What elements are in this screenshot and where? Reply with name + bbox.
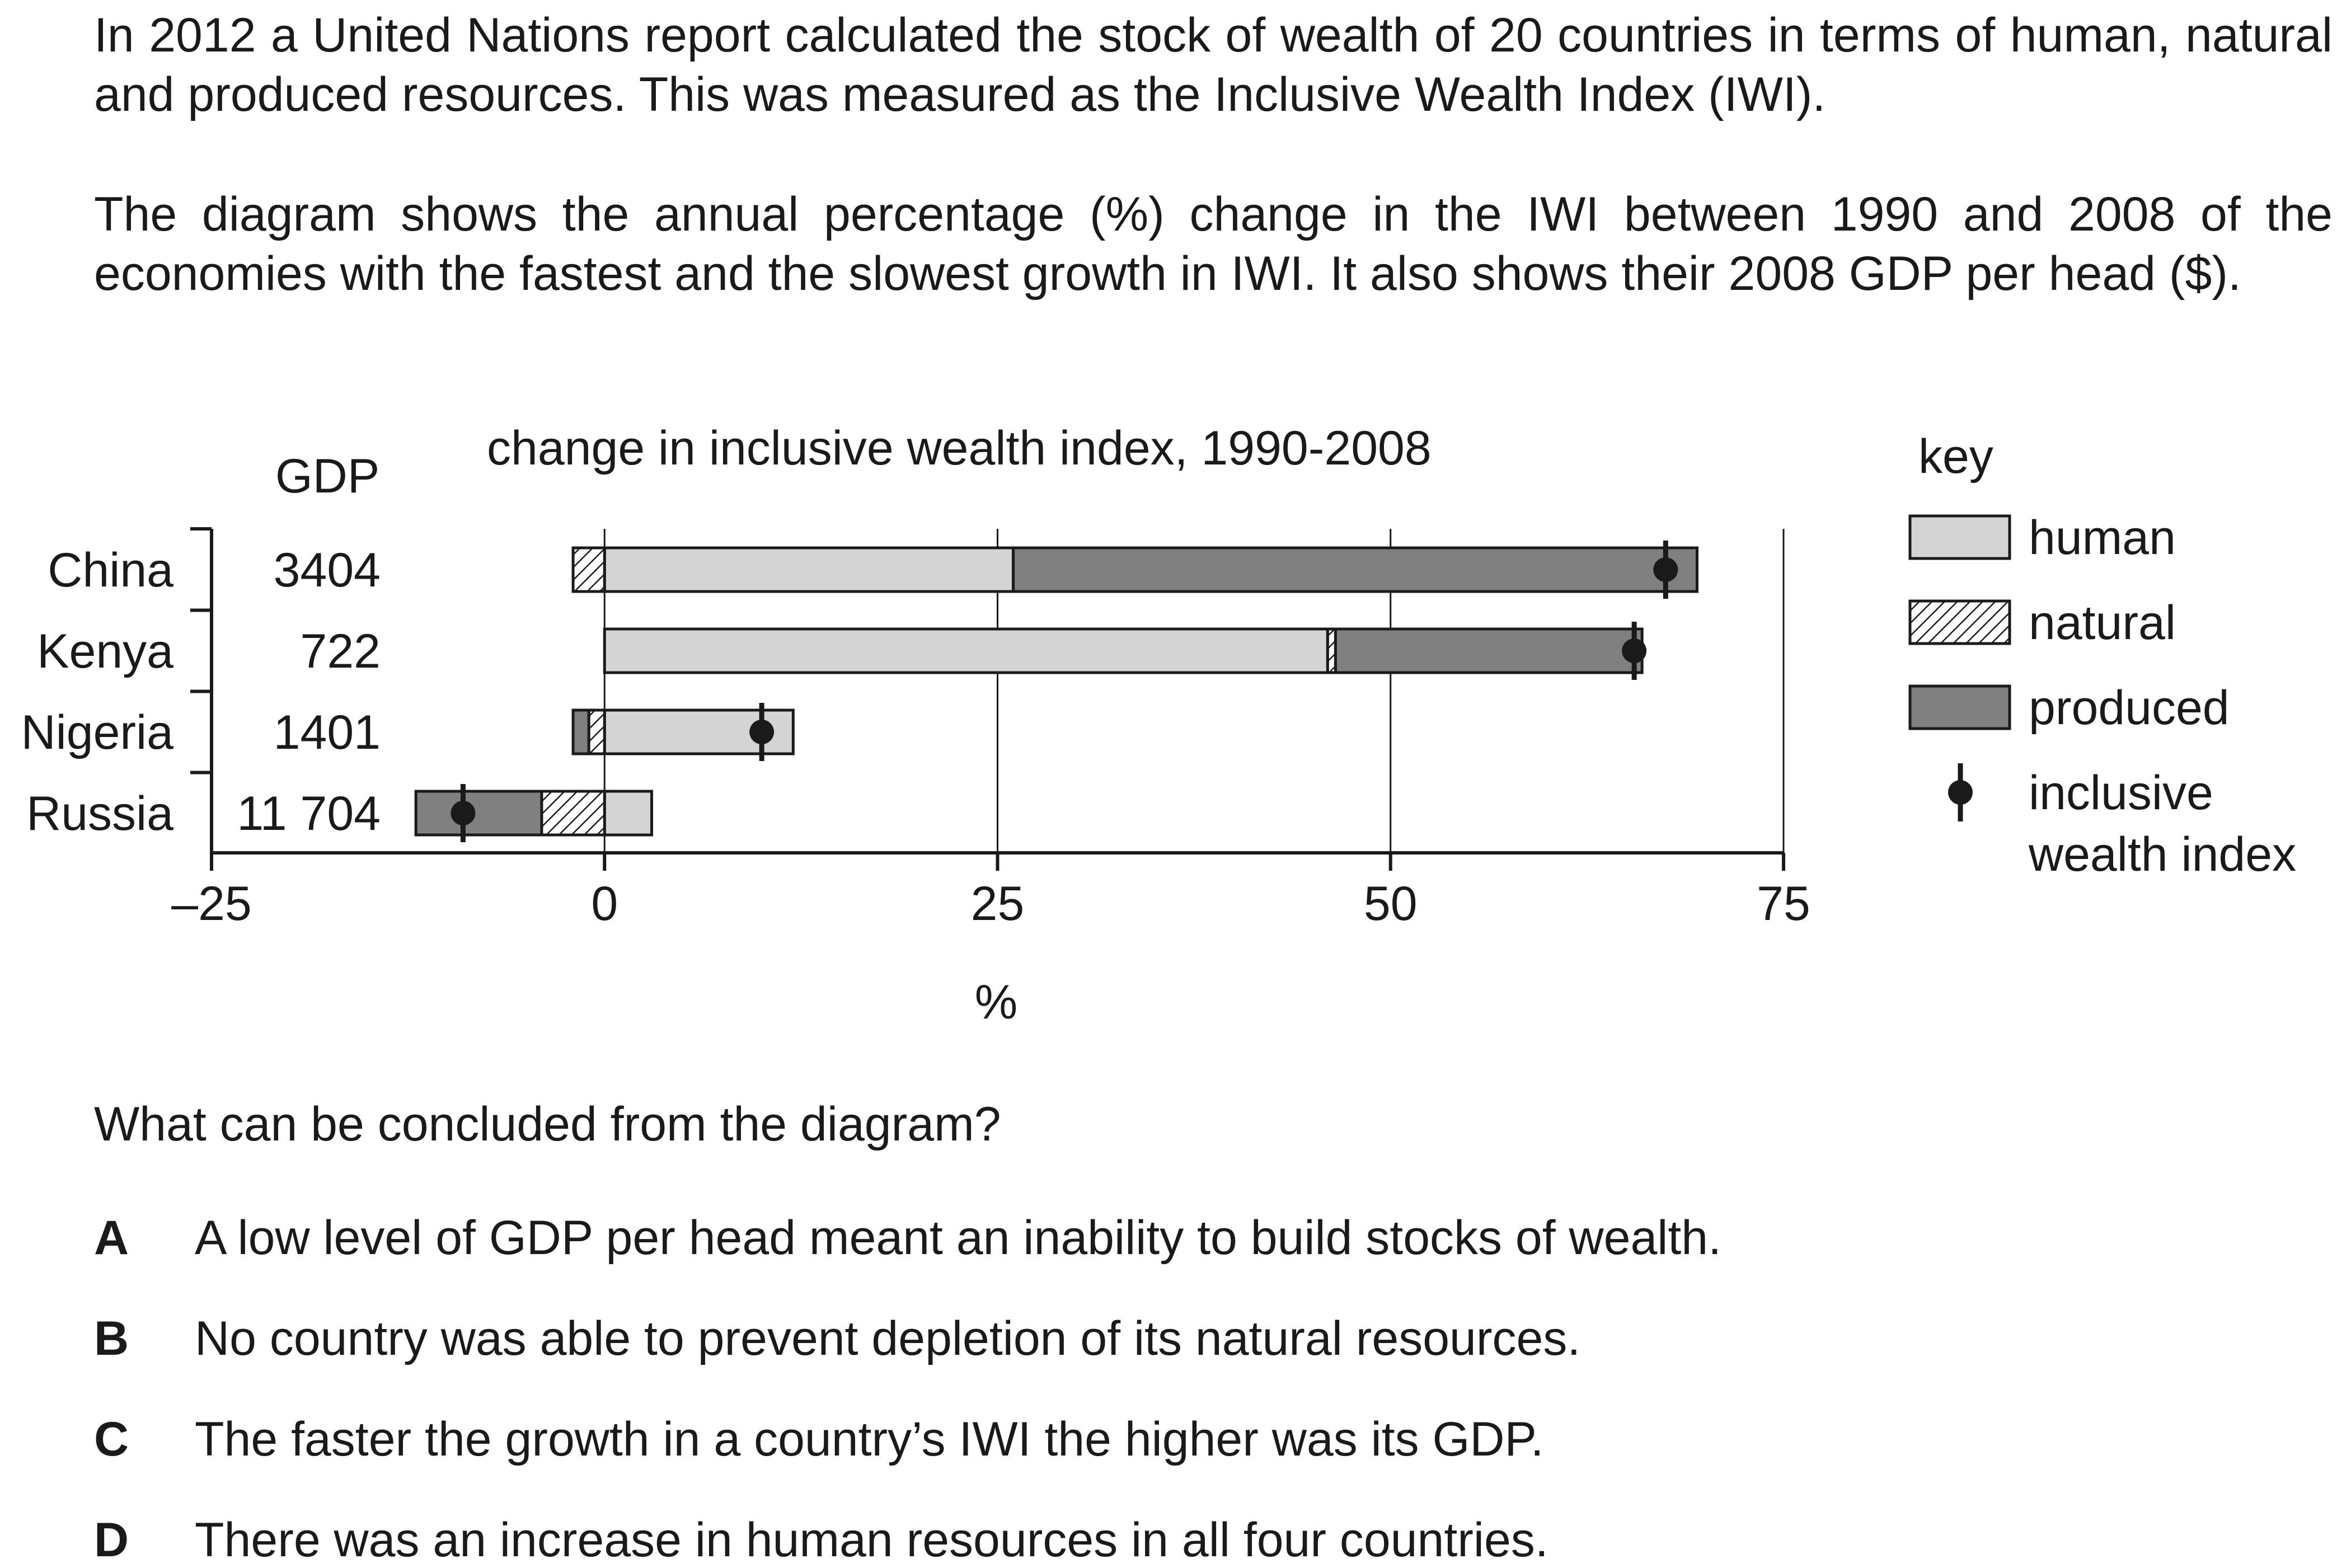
legend-natural-label: natural bbox=[2029, 596, 2176, 650]
option-c-text: The faster the growth in a country’s IWI… bbox=[195, 1412, 1544, 1466]
legend-iwi-label-line2: wealth index bbox=[2028, 828, 2296, 881]
bar-china-natural bbox=[571, 546, 606, 593]
iwi-chart: change in inclusive wealth index, 1990-2… bbox=[21, 421, 2297, 1029]
chart-title: change in inclusive wealth index, 1990-2… bbox=[487, 421, 1432, 475]
bar-russia-produced bbox=[414, 790, 543, 837]
x-tick-label-0: –25 bbox=[171, 877, 252, 931]
key-title: key bbox=[1918, 430, 1993, 483]
legend-produced-swatch bbox=[1908, 684, 2011, 730]
x-tick-label-1: 0 bbox=[591, 877, 618, 931]
country-label-china: China bbox=[48, 543, 173, 597]
iwi-marker-china bbox=[1653, 557, 1678, 582]
iwi-marker-russia bbox=[451, 801, 476, 825]
option-d-letter: D bbox=[94, 1513, 129, 1567]
iwi-marker-nigeria bbox=[749, 720, 775, 744]
bar-kenya-produced bbox=[1334, 627, 1644, 674]
option-b-text: No country was able to prevent depletion… bbox=[195, 1312, 1581, 1365]
bar-nigeria-natural bbox=[587, 708, 606, 755]
option-a-letter: A bbox=[94, 1211, 129, 1265]
country-label-nigeria: Nigeria bbox=[21, 706, 174, 759]
x-axis-label: % bbox=[975, 975, 1017, 1029]
iwi-marker-kenya bbox=[1622, 639, 1647, 663]
option-a-text: A low level of GDP per head meant an ina… bbox=[195, 1211, 1722, 1265]
gdp-header: GDP bbox=[275, 449, 379, 503]
legend-iwi-icon bbox=[1948, 780, 1973, 805]
intro-paragraph-2: The diagram shows the annual percentage … bbox=[94, 187, 2333, 301]
gdp-value-kenya: 722 bbox=[301, 625, 381, 678]
legend-human-swatch bbox=[1908, 514, 2011, 560]
intro-paragraph-1: In 2012 a United Nations report calculat… bbox=[94, 8, 2333, 121]
bar-nigeria-produced bbox=[571, 708, 590, 755]
gdp-value-nigeria: 1401 bbox=[274, 706, 381, 759]
gdp-value-china: 3404 bbox=[274, 543, 381, 597]
x-tick-label-3: 50 bbox=[1364, 877, 1418, 931]
legend-iwi-label-line1: inclusive bbox=[2029, 766, 2213, 820]
gdp-value-russia: 11 704 bbox=[237, 787, 381, 841]
country-label-russia: Russia bbox=[26, 787, 173, 841]
legend-produced-label: produced bbox=[2029, 681, 2230, 735]
country-label-kenya: Kenya bbox=[37, 625, 173, 678]
bar-china-produced bbox=[1012, 546, 1699, 593]
x-tick-label-4: 75 bbox=[1757, 877, 1810, 931]
bar-kenya-human bbox=[603, 627, 1329, 674]
x-tick-label-2: 25 bbox=[971, 877, 1025, 931]
legend-natural-swatch bbox=[1908, 599, 2011, 645]
option-b-letter: B bbox=[94, 1312, 129, 1365]
option-d-text: There was an increase in human resources… bbox=[195, 1513, 1548, 1567]
option-c-letter: C bbox=[94, 1412, 129, 1466]
legend-human-label: human bbox=[2029, 511, 2176, 565]
bar-russia-human bbox=[603, 790, 654, 837]
bar-russia-natural bbox=[540, 790, 606, 837]
bar-china-human bbox=[603, 546, 1015, 593]
question-text: What can be concluded from the diagram? bbox=[94, 1097, 1001, 1151]
